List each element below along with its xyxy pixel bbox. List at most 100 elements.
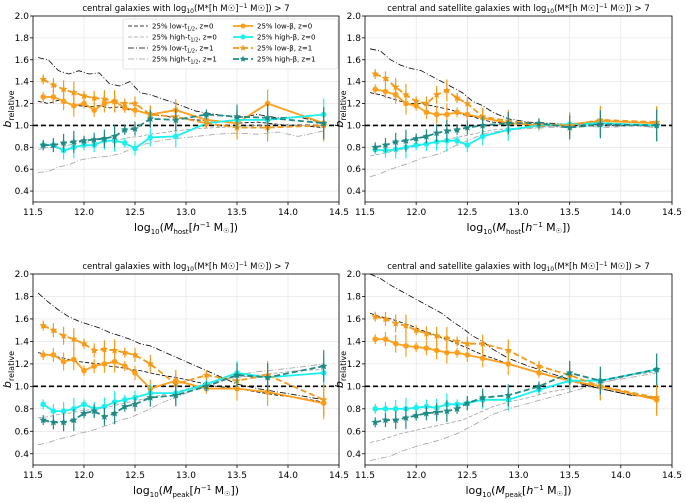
series-orange-dash-star xyxy=(39,74,328,142)
data-point xyxy=(504,346,513,354)
series-black-dashdot xyxy=(370,48,657,126)
chart-panel-2: 11.5 12.0 12.5 13.0 13.5 14.0 14.5 0.4 0.6 0.8 1.0… xyxy=(333,3,682,236)
x-tick-label: 11.5 xyxy=(355,208,375,218)
legend-label: 25% low-t1/2, z=0 xyxy=(152,23,214,33)
data-point xyxy=(80,136,88,144)
data-point xyxy=(464,352,471,358)
y-tick-label: 0.6 xyxy=(15,165,30,175)
y-tick-label: 1.6 xyxy=(15,315,30,325)
data-point xyxy=(233,371,241,379)
y-axis-label: brelative xyxy=(333,90,348,127)
data-point xyxy=(403,343,409,349)
data-point xyxy=(319,395,328,404)
y-tick-label: 0.6 xyxy=(347,427,362,437)
x-axis-label: log10(Mpeak[h−1 M☉]) xyxy=(465,484,571,499)
series-line xyxy=(369,273,657,398)
data-point xyxy=(381,314,390,323)
data-point xyxy=(463,339,472,347)
data-point xyxy=(596,376,605,384)
data-point xyxy=(40,352,46,358)
series-line xyxy=(370,371,657,443)
y-tick-label: 1.8 xyxy=(347,292,362,302)
x-tick: 13.0 xyxy=(508,465,529,481)
y-tick-label: 1.0 xyxy=(347,382,362,392)
data-point xyxy=(70,335,78,343)
data-point xyxy=(146,393,155,401)
data-point xyxy=(423,109,430,116)
data-point xyxy=(391,319,400,327)
data-point xyxy=(49,141,58,149)
y-tick-label: 0.6 xyxy=(15,427,30,437)
y-tick: 1.0 xyxy=(15,121,33,131)
legend-entry: 25% high-β, z=0 xyxy=(233,34,315,42)
data-point xyxy=(454,137,460,144)
data-point xyxy=(202,371,211,379)
x-axis-label: log10(Mpeak[h−1 M☉]) xyxy=(133,484,239,499)
data-point xyxy=(121,348,129,356)
data-point xyxy=(463,99,472,107)
y-tick-label: 0.4 xyxy=(347,187,362,197)
series-teal-dash-star xyxy=(371,109,661,153)
x-tick: 13.5 xyxy=(560,202,580,218)
legend-label: 25% low-β, z=0 xyxy=(257,23,312,31)
data-point xyxy=(71,406,77,412)
data-point xyxy=(402,413,410,421)
data-point xyxy=(565,123,574,131)
series-black-dashdot xyxy=(38,57,324,124)
data-point xyxy=(122,397,128,403)
data-point xyxy=(504,119,513,127)
data-point xyxy=(454,109,460,116)
data-point xyxy=(412,411,420,419)
data-point xyxy=(49,80,58,89)
y-tick: 0.8 xyxy=(15,143,33,153)
data-point xyxy=(111,399,118,405)
data-point xyxy=(391,416,400,424)
panel-title: central galaxies with log10(M*[h M☉]−1 M… xyxy=(82,3,289,15)
legend-label: 25% low-t1/2, z=1 xyxy=(152,45,214,55)
data-point xyxy=(391,83,400,91)
chart-panel-1: 11.5 12.0 12.5 13.0 13.5 14.0 14.5 0.4 0.6 0.8 1.0… xyxy=(1,3,349,236)
data-point xyxy=(371,312,379,320)
y-tick: 1.8 xyxy=(15,34,33,44)
x-tick: 14.5 xyxy=(662,465,682,481)
series-line xyxy=(370,48,657,126)
data-point xyxy=(371,418,379,426)
y-tick: 1.2 xyxy=(347,360,365,370)
data-point xyxy=(381,416,390,424)
data-point xyxy=(423,345,430,351)
series-orange-solid-circle xyxy=(372,84,660,140)
y-tick-label: 0.4 xyxy=(347,450,362,460)
y-tick-label: 2.0 xyxy=(347,12,362,22)
x-axis-label: log10(Mhost[h−1 M☉]) xyxy=(466,221,570,236)
data-point xyxy=(101,403,108,410)
y-tick-label: 1.0 xyxy=(15,121,30,131)
y-tick-label: 1.4 xyxy=(347,78,362,88)
data-point xyxy=(392,406,399,412)
data-point xyxy=(463,123,472,131)
data-point xyxy=(432,90,441,98)
data-point xyxy=(464,142,471,148)
y-tick-label: 0.8 xyxy=(15,405,30,415)
y-tick: 0.4 xyxy=(347,187,365,197)
data-point xyxy=(382,336,389,342)
x-tick: 14.5 xyxy=(662,202,682,218)
data-point xyxy=(110,97,119,105)
data-point xyxy=(60,98,67,105)
data-point xyxy=(464,111,471,118)
grid xyxy=(364,273,673,465)
y-tick: 0.8 xyxy=(347,143,365,153)
series-line xyxy=(43,113,324,146)
y-tick: 0.6 xyxy=(15,165,33,175)
y-tick-label: 0.8 xyxy=(15,143,30,153)
x-tick-label: 14.5 xyxy=(329,208,349,218)
data-point xyxy=(202,119,211,127)
data-point xyxy=(504,391,513,399)
data-point xyxy=(319,119,328,127)
data-point xyxy=(70,88,78,96)
series-line xyxy=(42,324,325,401)
data-point xyxy=(121,99,129,107)
data-point xyxy=(146,359,155,368)
chart-panel-4: 11.5 12.0 12.5 13.0 13.5 14.0 14.5 0.4 0.6 0.8 1.0… xyxy=(333,261,682,499)
data-point xyxy=(412,97,420,105)
data-point xyxy=(505,361,512,367)
